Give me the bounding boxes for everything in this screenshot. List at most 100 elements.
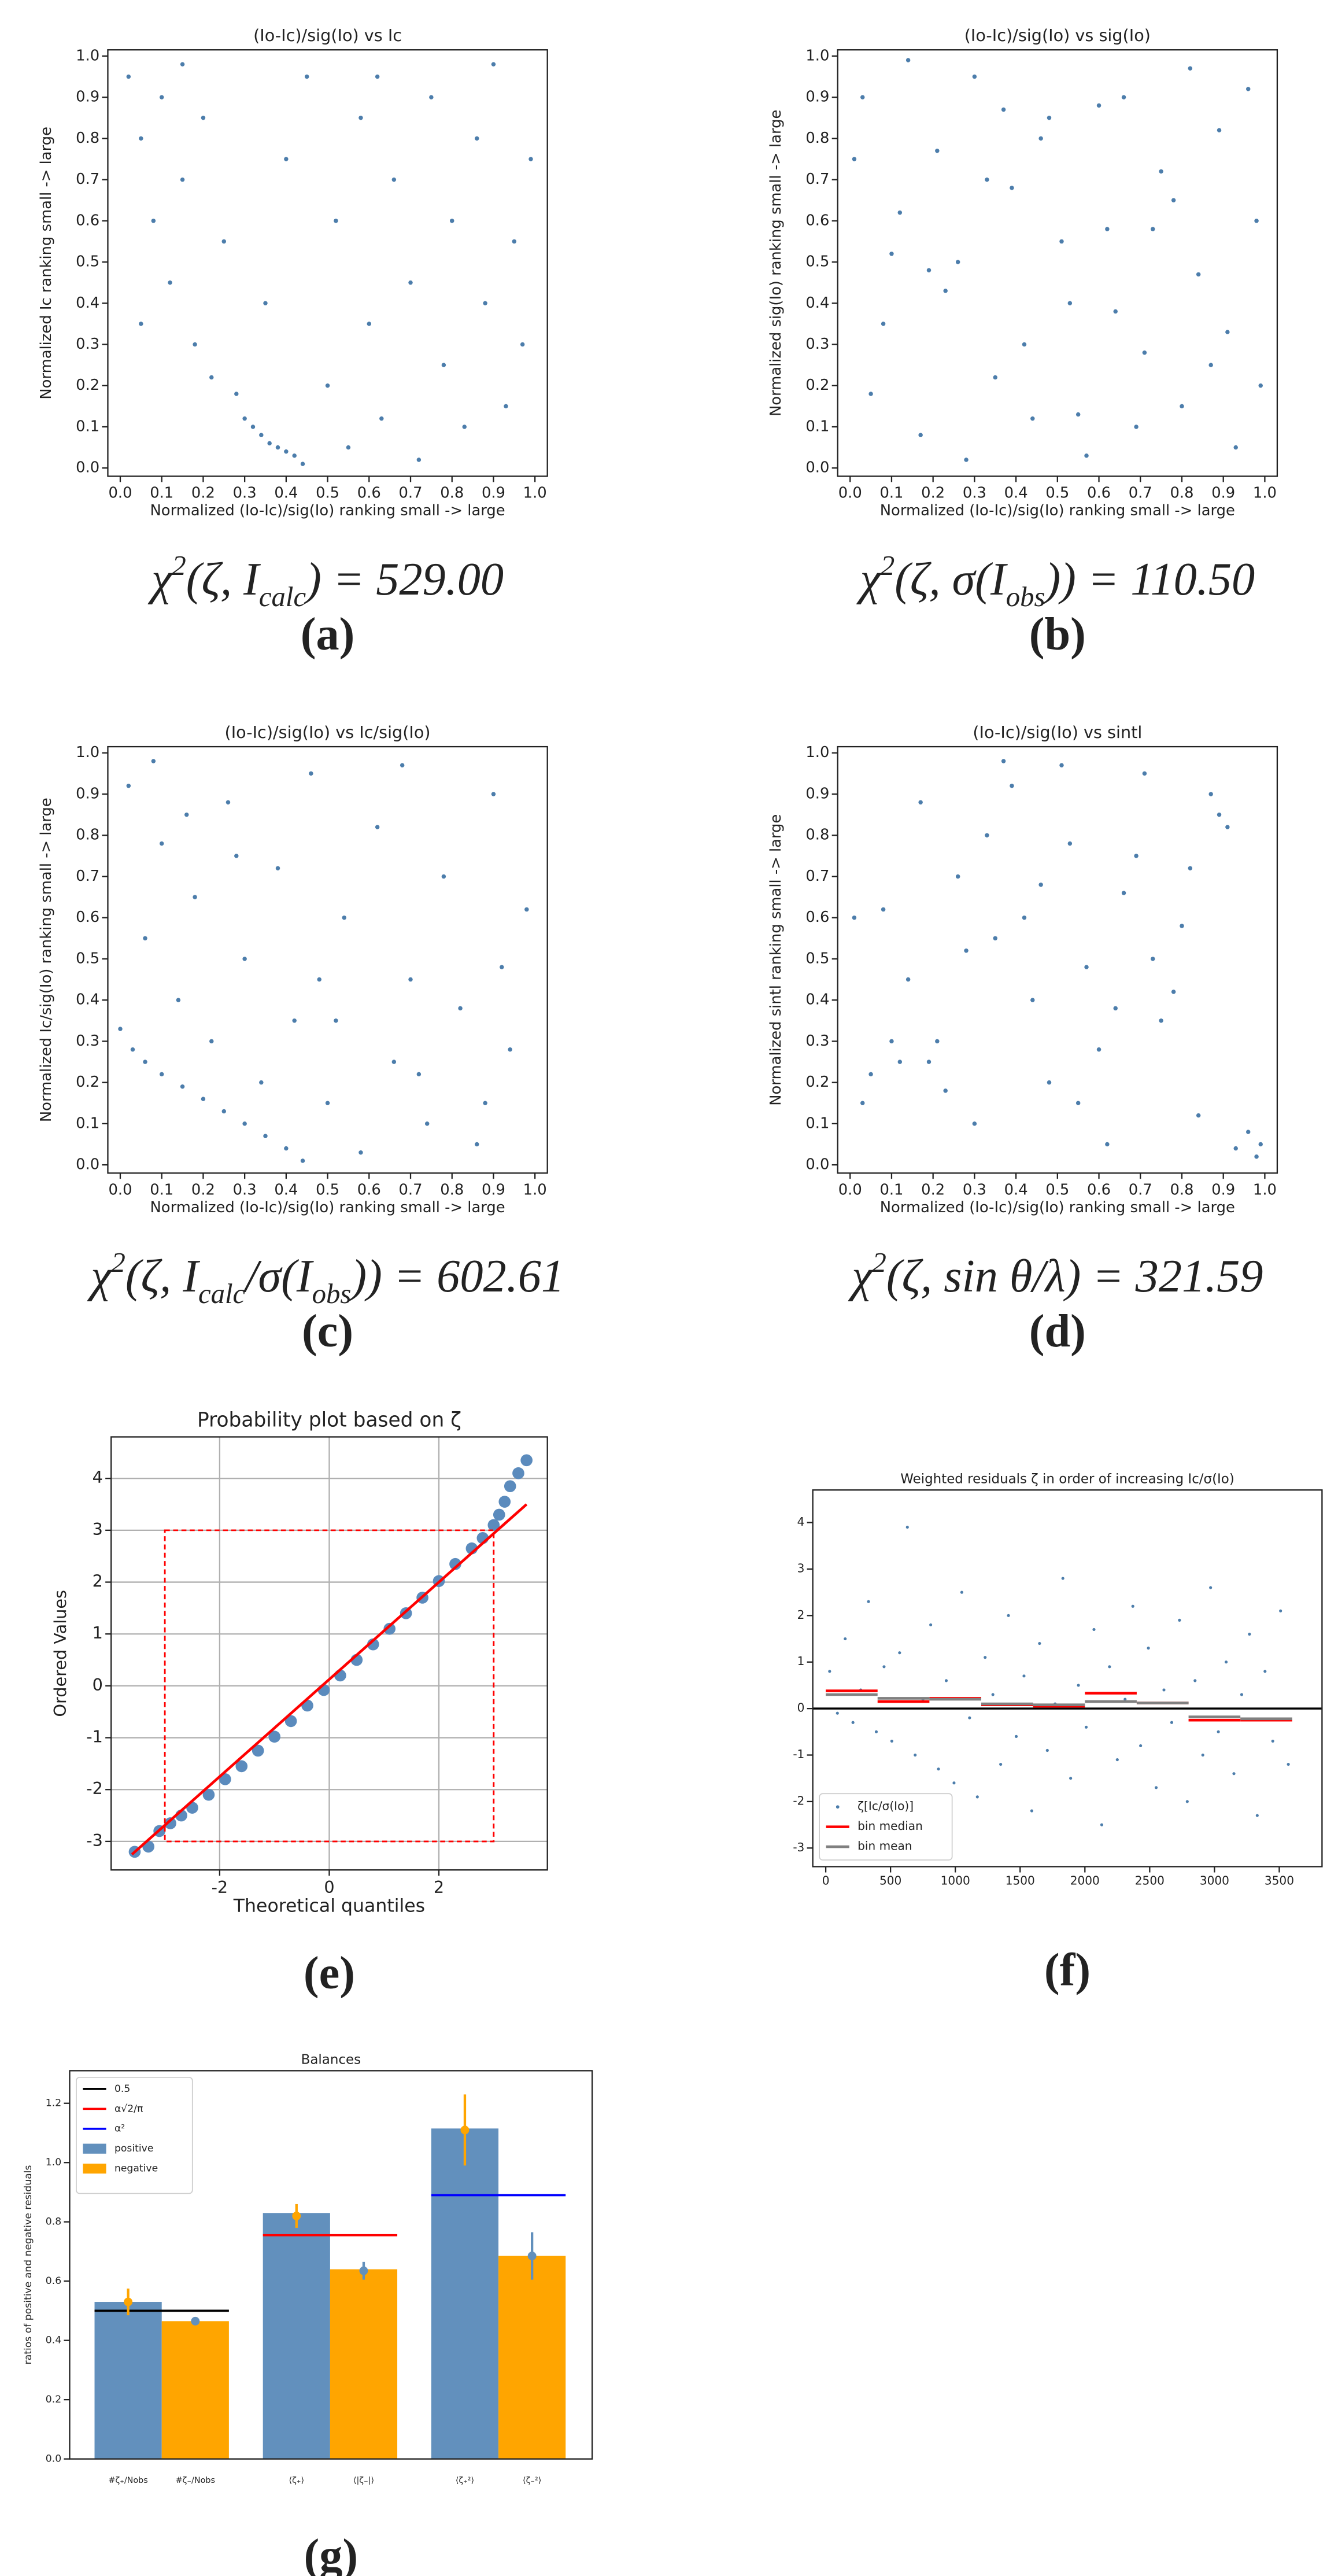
point (1001, 759, 1006, 763)
x-tick-label: 0.2 (191, 1181, 215, 1198)
caption-part: ) = 529.00 (304, 553, 504, 605)
point (416, 457, 422, 462)
panel-title: (Io-Ic)/sig(Io) vs Ic/sig(Io) (225, 722, 431, 742)
point (1255, 1814, 1259, 1817)
point (935, 148, 940, 153)
point (897, 1060, 903, 1064)
point (1067, 301, 1073, 306)
legend-label: bin median (857, 1819, 923, 1833)
point (512, 1467, 524, 1479)
x-axis-label: Normalized (Io-Ic)/sig(Io) ranking small… (880, 502, 1235, 519)
point (1115, 1758, 1119, 1762)
point (952, 1781, 956, 1785)
y-tick-label: 0.6 (805, 212, 829, 229)
point (1254, 1154, 1259, 1159)
caption: χ2(ζ, Icalc) = 529.00 (147, 550, 504, 612)
point (520, 1454, 533, 1467)
caption-part: 2 (172, 550, 186, 581)
point (1139, 1744, 1143, 1748)
point (358, 1150, 363, 1155)
y-tick-label: 0.8 (76, 130, 99, 147)
point (263, 301, 268, 306)
point (1151, 957, 1155, 961)
point (159, 1072, 164, 1077)
y-tick-label: 1.0 (805, 47, 829, 64)
point (999, 1763, 1003, 1766)
point (500, 965, 504, 969)
point (292, 1018, 297, 1023)
panel: 0.0 0.2 0.4 0.6 0.8 1.0 1.2 Balances ratios of p… (23, 2052, 593, 2576)
x-tick-label: 1.0 (523, 485, 547, 502)
point (1047, 1080, 1052, 1085)
x-tick-label: 2 (434, 1877, 444, 1897)
legend-label: positive (114, 2143, 153, 2154)
point (508, 1047, 512, 1052)
y-tick-label: -1 (793, 1747, 804, 1761)
panel: 0.0 0.1 0.2 0.3 0.4 0.5 0.6 0.7 0.8 0.9 1.0 0.0 0.1 0… (38, 25, 548, 660)
x-tick-label: 0.8 (440, 1181, 464, 1198)
y-tick-label: 4 (797, 1515, 805, 1529)
bar (263, 2213, 330, 2459)
point (993, 936, 997, 941)
point (475, 1142, 479, 1147)
point (1171, 198, 1176, 202)
y-tick-label: 0.3 (76, 335, 99, 353)
point (234, 392, 239, 396)
point (379, 416, 384, 421)
point (487, 1519, 500, 1531)
y-tick-label: 0.7 (805, 171, 829, 188)
legend-label: ζ[Ic/σ(Io)] (857, 1799, 914, 1813)
point (897, 210, 903, 215)
legend-box (76, 2076, 193, 2194)
caption: χ2(ζ, σ(Iobs)) = 110.50 (856, 550, 1255, 612)
point (905, 58, 911, 62)
point (1121, 891, 1126, 895)
panel-label: (c) (302, 1305, 353, 1357)
panel-title: Balances (301, 2052, 361, 2067)
point (1196, 272, 1201, 277)
panel-label: (b) (1029, 608, 1086, 660)
point (408, 280, 413, 285)
point (881, 907, 886, 912)
point (126, 74, 131, 79)
axes-frame (69, 2070, 593, 2460)
y-axis-label: ratios of positive and negative residual… (23, 2165, 34, 2365)
point (991, 1693, 995, 1696)
bar (330, 2269, 398, 2459)
panel-label: (a) (301, 608, 355, 660)
point (202, 1788, 215, 1801)
point (1159, 1018, 1163, 1023)
point (1217, 1730, 1220, 1733)
point (284, 449, 289, 454)
point (1075, 412, 1081, 417)
point (130, 1047, 135, 1052)
x-tick-label: 0.0 (108, 1181, 132, 1198)
x-tick-label: 0.2 (921, 1181, 945, 1198)
y-tick-label: 0.4 (76, 294, 99, 312)
point (1096, 103, 1101, 108)
x-tick-label: 1.0 (1253, 1181, 1277, 1198)
x-tick-label: 0.9 (1211, 485, 1235, 502)
x-tick-label: 0.5 (1045, 1181, 1069, 1198)
y-tick-label: 0.1 (76, 418, 99, 435)
y-tick-label: 2 (797, 1608, 805, 1622)
legend-swatch (83, 2143, 106, 2154)
point (1059, 763, 1064, 767)
point (1105, 227, 1110, 231)
point (184, 812, 189, 817)
bar (161, 2321, 229, 2459)
panel-label: (f) (1044, 1944, 1091, 1995)
point (520, 342, 525, 347)
x-tick-label: 0.2 (921, 485, 945, 502)
panel: 0 500 1000 1500 2000 2500 3000 3500 -3 -2 -1 0 1 2 3 4 W… (793, 1471, 1323, 1995)
point (180, 1084, 185, 1089)
point (391, 1060, 397, 1064)
y-tick-label: 0.9 (805, 88, 829, 106)
x-tick-label: 0.0 (838, 485, 862, 502)
point (462, 425, 467, 429)
panel: 0.0 0.1 0.2 0.3 0.4 0.5 0.6 0.7 0.8 0.9 1.0 0.0 0.1 0… (767, 722, 1278, 1357)
caption-part: (ζ, σ(I (894, 553, 1008, 605)
point (1208, 792, 1213, 796)
point (450, 219, 454, 223)
y-tick-label: 0.0 (76, 459, 99, 477)
